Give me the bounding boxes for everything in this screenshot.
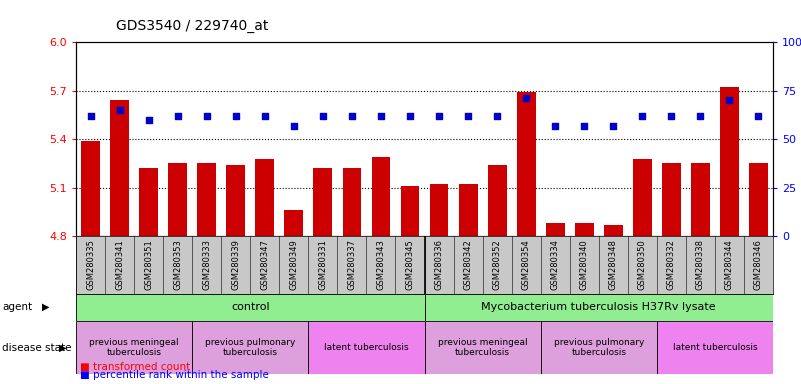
Text: GSM280343: GSM280343 [376, 239, 385, 290]
Point [636, 113, 649, 119]
Text: GSM280334: GSM280334 [551, 239, 560, 290]
Bar [633, 159, 652, 236]
Point [143, 117, 155, 123]
Point [520, 95, 533, 101]
Text: GSM280348: GSM280348 [609, 239, 618, 290]
Text: ▶: ▶ [42, 302, 49, 312]
Text: GSM280344: GSM280344 [725, 239, 734, 290]
Text: previous pulmonary
tuberculosis: previous pulmonary tuberculosis [553, 338, 644, 357]
Bar [308, 321, 425, 374]
Point [491, 113, 504, 119]
Text: latent tuberculosis: latent tuberculosis [673, 343, 757, 352]
Text: GDS3540 / 229740_at: GDS3540 / 229740_at [116, 19, 268, 33]
Text: GSM280351: GSM280351 [144, 239, 153, 290]
Text: Mycobacterium tuberculosis H37Rv lysate: Mycobacterium tuberculosis H37Rv lysate [481, 302, 716, 312]
Text: latent tuberculosis: latent tuberculosis [324, 343, 409, 352]
Bar [76, 294, 425, 321]
Point [288, 122, 300, 129]
Bar [691, 164, 710, 236]
Bar [168, 164, 187, 236]
Text: GSM280349: GSM280349 [289, 239, 298, 290]
Bar [192, 321, 308, 374]
Point [723, 98, 736, 104]
Bar [284, 210, 304, 236]
Bar [343, 168, 361, 236]
Text: GSM280342: GSM280342 [464, 239, 473, 290]
Text: GSM280339: GSM280339 [231, 239, 240, 290]
Bar [139, 168, 158, 236]
Text: GSM280333: GSM280333 [203, 239, 211, 290]
Bar [749, 164, 768, 236]
Point [752, 113, 765, 119]
Text: ■ percentile rank within the sample: ■ percentile rank within the sample [80, 370, 269, 380]
Text: ▶: ▶ [58, 343, 66, 353]
Point [694, 113, 706, 119]
Text: ■ transformed count: ■ transformed count [80, 362, 191, 372]
Bar [425, 321, 541, 374]
Bar [313, 168, 332, 236]
Text: GSM280336: GSM280336 [435, 239, 444, 290]
Point [229, 113, 242, 119]
Point [84, 113, 97, 119]
Point [461, 113, 474, 119]
Bar [545, 223, 565, 236]
Bar [488, 165, 506, 236]
Bar [575, 223, 594, 236]
Text: GSM280353: GSM280353 [173, 239, 182, 290]
Bar [81, 141, 100, 236]
Bar [111, 101, 129, 236]
Text: GSM280335: GSM280335 [87, 239, 95, 290]
Bar [657, 321, 773, 374]
Point [113, 107, 126, 113]
Bar [197, 164, 216, 236]
Text: GSM280354: GSM280354 [521, 239, 530, 290]
Point [549, 122, 562, 129]
Point [607, 122, 620, 129]
Point [375, 113, 388, 119]
Point [345, 113, 358, 119]
Text: GSM280338: GSM280338 [696, 239, 705, 290]
Bar [604, 225, 622, 236]
Bar [517, 92, 536, 236]
Bar [227, 165, 245, 236]
Text: GSM280346: GSM280346 [754, 239, 763, 290]
Point [433, 113, 445, 119]
Text: GSM280337: GSM280337 [348, 239, 356, 290]
Bar [372, 157, 390, 236]
Bar [425, 294, 773, 321]
Text: GSM280340: GSM280340 [580, 239, 589, 290]
Bar [76, 321, 192, 374]
Bar [541, 321, 657, 374]
Point [200, 113, 213, 119]
Text: agent: agent [2, 302, 33, 312]
Bar [662, 164, 681, 236]
Point [316, 113, 329, 119]
Bar [429, 184, 449, 236]
Text: GSM280341: GSM280341 [115, 239, 124, 290]
Text: GSM280347: GSM280347 [260, 239, 269, 290]
Bar [400, 186, 420, 236]
Text: previous meningeal
tuberculosis: previous meningeal tuberculosis [90, 338, 179, 357]
Bar [720, 88, 739, 236]
Text: disease state: disease state [2, 343, 72, 353]
Bar [459, 184, 477, 236]
Text: GSM280345: GSM280345 [405, 239, 414, 290]
Text: GSM280352: GSM280352 [493, 239, 501, 290]
Point [578, 122, 590, 129]
Text: GSM280331: GSM280331 [319, 239, 328, 290]
Point [665, 113, 678, 119]
Text: GSM280332: GSM280332 [667, 239, 676, 290]
Bar [256, 159, 274, 236]
Text: previous pulmonary
tuberculosis: previous pulmonary tuberculosis [205, 338, 296, 357]
Point [404, 113, 417, 119]
Text: GSM280350: GSM280350 [638, 239, 646, 290]
Text: previous meningeal
tuberculosis: previous meningeal tuberculosis [438, 338, 527, 357]
Text: control: control [231, 302, 270, 312]
Point [259, 113, 272, 119]
Point [171, 113, 184, 119]
